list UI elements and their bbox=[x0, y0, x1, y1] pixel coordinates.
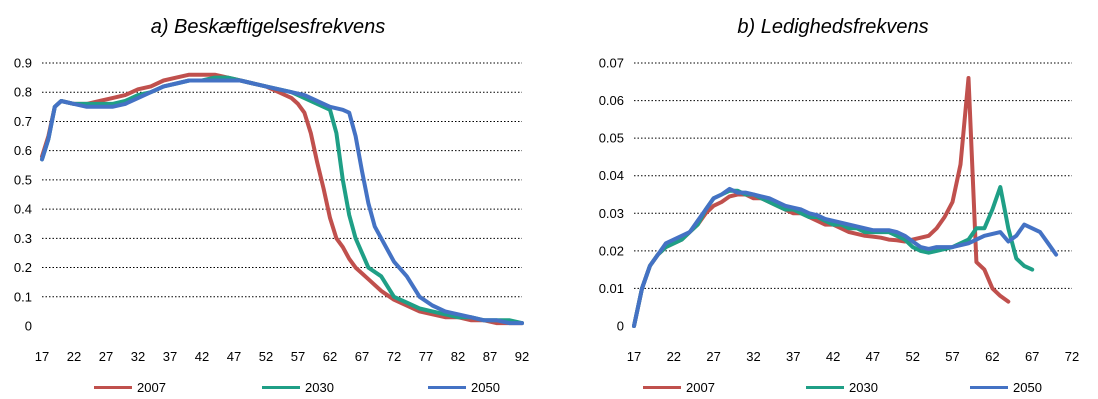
x-tick-label: 42 bbox=[826, 349, 840, 364]
x-tick-label: 77 bbox=[419, 349, 433, 364]
x-tick-label: 62 bbox=[323, 349, 337, 364]
x-tick-label: 17 bbox=[627, 349, 641, 364]
x-tick-label: 52 bbox=[905, 349, 919, 364]
x-tick-label: 82 bbox=[451, 349, 465, 364]
series-line-2050 bbox=[632, 186, 1059, 328]
series-line-2050 bbox=[40, 78, 524, 326]
x-tick-label: 87 bbox=[483, 349, 497, 364]
chart-b: b) Ledighedsfrekvens 0 0.01 0.02 0.03 0.04 0.0… bbox=[599, 16, 1080, 395]
y-tick-label: 0.07 bbox=[599, 56, 624, 71]
y-tick-label: 0 bbox=[25, 319, 32, 334]
y-tick-label: 0.9 bbox=[14, 56, 32, 71]
x-tick-label: 32 bbox=[131, 349, 145, 364]
series-line-2007 bbox=[40, 72, 524, 326]
chart-a: a) Beskæftigelsesfrekvens 0 0.1 0.2 0.3 0.4 0.… bbox=[14, 16, 529, 395]
x-tick-label: 62 bbox=[985, 349, 999, 364]
x-tick-label: 72 bbox=[387, 349, 401, 364]
y-tick-label: 0.5 bbox=[14, 172, 32, 187]
x-tick-label: 22 bbox=[667, 349, 681, 364]
x-tick-label: 92 bbox=[515, 349, 529, 364]
x-tick-label: 47 bbox=[866, 349, 880, 364]
x-tick-label: 37 bbox=[163, 349, 177, 364]
chart-title: b) Ledighedsfrekvens bbox=[737, 16, 928, 38]
y-tick-label: 0.03 bbox=[599, 206, 624, 221]
y-tick-label: 0.06 bbox=[599, 93, 624, 108]
x-tick-label: 67 bbox=[1025, 349, 1039, 364]
y-tick-label: 0.7 bbox=[14, 114, 32, 129]
x-tick-label: 52 bbox=[259, 349, 273, 364]
legend-label-2050: 2050 bbox=[1013, 380, 1042, 395]
x-tick-label: 32 bbox=[746, 349, 760, 364]
y-tick-label: 0 bbox=[617, 319, 624, 334]
y-tick-label: 0.04 bbox=[599, 168, 624, 183]
x-tick-label: 72 bbox=[1065, 349, 1079, 364]
y-tick-label: 0.3 bbox=[14, 231, 32, 246]
x-tick-label: 47 bbox=[227, 349, 241, 364]
y-tick-label: 0.01 bbox=[599, 281, 624, 296]
x-tick-label: 37 bbox=[786, 349, 800, 364]
y-tick-label: 0.6 bbox=[14, 143, 32, 158]
y-tick-label: 0.8 bbox=[14, 85, 32, 100]
y-tick-label: 0.4 bbox=[14, 202, 32, 217]
series-line-2030 bbox=[40, 75, 524, 326]
chart-title: a) Beskæftigelsesfrekvens bbox=[151, 16, 386, 38]
legend-label-2007: 2007 bbox=[137, 380, 166, 395]
y-tick-label: 0.05 bbox=[599, 131, 624, 146]
legend-label-2007: 2007 bbox=[686, 380, 715, 395]
legend-label-2050: 2050 bbox=[471, 380, 500, 395]
x-tick-label: 67 bbox=[355, 349, 369, 364]
x-tick-label: 27 bbox=[99, 349, 113, 364]
y-tick-label: 0.02 bbox=[599, 243, 624, 258]
x-tick-label: 22 bbox=[67, 349, 81, 364]
x-tick-label: 57 bbox=[291, 349, 305, 364]
x-tick-label: 17 bbox=[35, 349, 49, 364]
x-tick-label: 57 bbox=[945, 349, 959, 364]
x-tick-label: 27 bbox=[706, 349, 720, 364]
x-tick-label: 42 bbox=[195, 349, 209, 364]
y-tick-label: 0.2 bbox=[14, 260, 32, 275]
legend-label-2030: 2030 bbox=[849, 380, 878, 395]
legend-label-2030: 2030 bbox=[305, 380, 334, 395]
y-tick-label: 0.1 bbox=[14, 289, 32, 304]
